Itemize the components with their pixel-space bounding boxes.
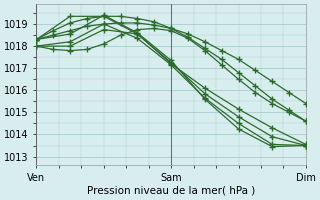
X-axis label: Pression niveau de la mer( hPa ): Pression niveau de la mer( hPa ) <box>87 186 255 196</box>
